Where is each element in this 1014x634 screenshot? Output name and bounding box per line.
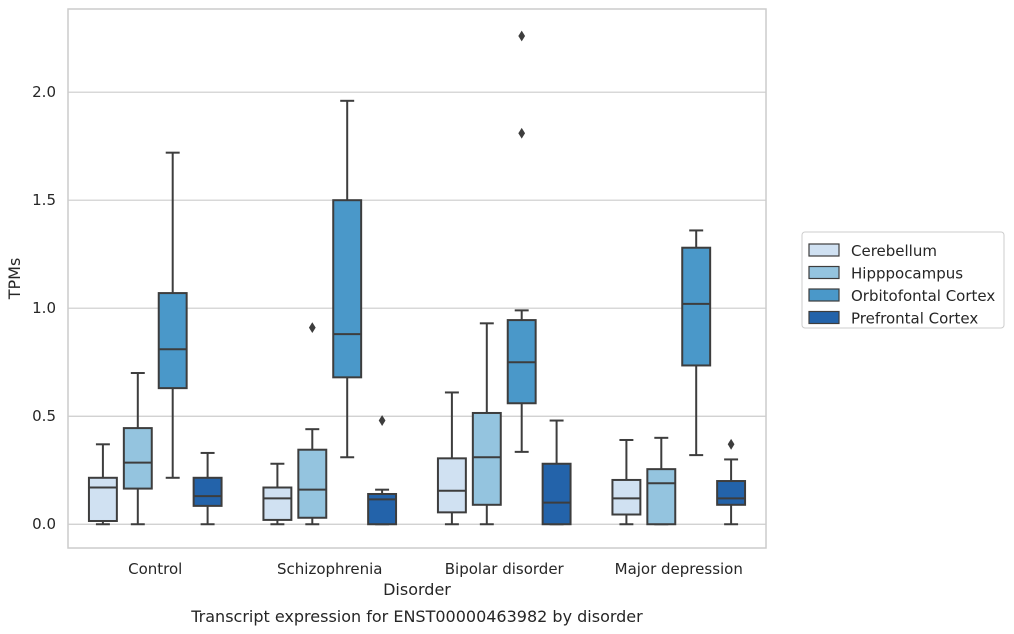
legend-swatch bbox=[808, 288, 840, 302]
legend-label: Cerebellum bbox=[851, 242, 937, 260]
y-tick-label: 2.0 bbox=[32, 83, 56, 101]
box bbox=[122, 427, 153, 490]
legend-label: Hipppocampus bbox=[851, 265, 963, 283]
box-group bbox=[681, 229, 712, 457]
box bbox=[436, 457, 467, 514]
box-group bbox=[436, 391, 467, 526]
chart-caption: Transcript expression for ENST0000046398… bbox=[190, 607, 643, 626]
outlier-point bbox=[727, 438, 735, 450]
box-group bbox=[611, 438, 642, 526]
legend-frame bbox=[801, 231, 1005, 329]
legend-label: Orbitofontal Cortex bbox=[851, 287, 995, 305]
box-group bbox=[506, 30, 537, 453]
box bbox=[611, 478, 642, 516]
box bbox=[681, 246, 712, 367]
x-tick-label: Schizophrenia bbox=[277, 560, 382, 578]
box-group bbox=[471, 322, 502, 526]
legend: Cerebellum Hipppocampus Orbitofontal Corte… bbox=[801, 231, 1005, 329]
x-tick-label: Major depression bbox=[615, 560, 743, 578]
outlier-point bbox=[378, 415, 386, 426]
box-group bbox=[541, 419, 572, 526]
y-tick-label: 0.0 bbox=[32, 515, 56, 533]
x-tick-label: Bipolar disorder bbox=[445, 560, 565, 578]
box-group bbox=[297, 322, 328, 526]
box bbox=[262, 486, 293, 521]
legend-swatch bbox=[808, 265, 840, 280]
legend-swatch bbox=[808, 310, 840, 325]
box bbox=[471, 411, 502, 506]
box bbox=[87, 476, 118, 522]
box-group bbox=[332, 99, 363, 459]
x-tick-labels: Control Schizophrenia Bipolar disorder Majo… bbox=[128, 560, 743, 578]
legend-label: Prefrontal Cortex bbox=[851, 310, 978, 328]
outlier-point bbox=[308, 322, 316, 334]
box-group bbox=[192, 451, 223, 526]
box-group bbox=[122, 372, 153, 526]
box bbox=[716, 480, 747, 506]
box bbox=[541, 462, 572, 526]
outlier-point bbox=[518, 30, 526, 42]
y-axis-title: TPMs bbox=[5, 258, 24, 301]
box bbox=[646, 468, 677, 526]
y-tick-label: 0.5 bbox=[32, 407, 56, 425]
box-group bbox=[646, 436, 677, 526]
box-group bbox=[87, 443, 118, 526]
box bbox=[192, 476, 223, 507]
y-tick-label: 1.0 bbox=[32, 299, 56, 317]
box-group bbox=[262, 462, 293, 526]
box-group bbox=[716, 438, 747, 526]
box bbox=[332, 199, 363, 379]
plot-area-frame bbox=[67, 8, 767, 549]
x-axis-title: Disorder bbox=[383, 580, 451, 599]
box-plot-marks bbox=[87, 30, 747, 526]
y-tick-label: 1.5 bbox=[32, 191, 56, 209]
legend-swatch bbox=[808, 243, 840, 257]
box bbox=[157, 292, 188, 390]
x-tick-label: Control bbox=[128, 560, 182, 578]
box-group bbox=[367, 415, 398, 526]
y-tick-labels: 0.0 0.5 1.0 1.5 2.0 bbox=[32, 83, 56, 533]
box-group bbox=[157, 151, 188, 479]
box bbox=[297, 448, 328, 519]
outlier-point bbox=[518, 127, 526, 139]
